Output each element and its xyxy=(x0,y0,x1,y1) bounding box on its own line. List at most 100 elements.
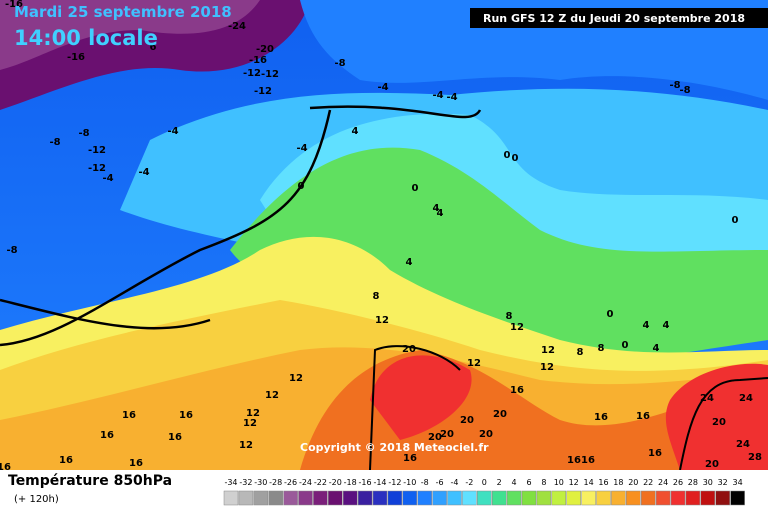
legend-tick: -4 xyxy=(451,478,459,487)
legend-swatch xyxy=(715,490,730,506)
legend-tick: -20 xyxy=(329,478,342,487)
legend-tick: 32 xyxy=(718,478,728,487)
contour-label: 12 xyxy=(540,362,554,373)
contour-label: -8 xyxy=(669,80,680,91)
contour-label: 16 xyxy=(0,462,11,473)
contour-label: 12 xyxy=(541,345,555,356)
legend-swatch xyxy=(581,490,596,506)
contour-label: 4 xyxy=(433,203,440,214)
legend-tick: -28 xyxy=(269,478,282,487)
date: Mardi 25 septembre 2018 xyxy=(14,3,232,21)
contour-label: 20 xyxy=(712,417,726,428)
contour-label: -12 xyxy=(254,86,272,97)
legend-swatch xyxy=(417,490,432,506)
contour-label: -4 xyxy=(432,90,443,101)
contour-label: 4 xyxy=(643,320,650,331)
legend-swatch xyxy=(551,490,567,506)
contour-label: -12 xyxy=(88,145,106,156)
legend-tick: 6 xyxy=(526,478,531,487)
legend-tick: -16 xyxy=(359,478,372,487)
contour-label: 0 xyxy=(298,181,305,192)
contour-label: 16 xyxy=(567,455,581,466)
contour-label: -4 xyxy=(167,126,178,137)
contour-label: -4 xyxy=(296,143,307,154)
contour-label: 4 xyxy=(437,208,444,219)
legend-tick: -14 xyxy=(373,478,386,487)
legend-swatch xyxy=(238,490,254,506)
contour-label: -16 xyxy=(5,0,23,10)
legend-tick: 12 xyxy=(569,478,579,487)
contour-label: 8 xyxy=(373,291,380,302)
contour-label: 24 xyxy=(700,393,714,404)
contour-label: 4 xyxy=(653,343,660,354)
contour-label: -12 xyxy=(243,68,261,79)
legend-tick: 16 xyxy=(598,478,608,487)
contour-label: 20 xyxy=(493,409,507,420)
legend-swatch xyxy=(253,490,269,506)
footer-title: Température 850hPa xyxy=(8,473,172,489)
legend-swatch xyxy=(491,490,507,506)
legend-tick: 34 xyxy=(733,478,743,487)
run-box xyxy=(470,8,768,28)
contour-label: 16 xyxy=(403,453,417,464)
footer-lead: (+ 120h) xyxy=(14,494,59,505)
contour-label: 4 xyxy=(663,320,670,331)
contour-label: -8 xyxy=(679,85,690,96)
legend-swatch xyxy=(342,490,358,506)
legend-swatch xyxy=(700,490,716,506)
contour-label: 20 xyxy=(428,432,442,443)
contour-label: -16 xyxy=(249,55,267,66)
legend-tick: -18 xyxy=(344,478,357,487)
contour-label: 0 xyxy=(412,183,419,194)
legend-swatch xyxy=(670,490,686,506)
legend-tick: 20 xyxy=(628,478,638,487)
contour-label: -8 xyxy=(6,245,17,256)
contour-label: -20 xyxy=(256,44,274,55)
contour-label: -12 xyxy=(261,69,279,80)
legend-tick: -8 xyxy=(421,478,429,487)
contour-label: 16 xyxy=(510,385,524,396)
legend-swatch xyxy=(626,490,641,506)
contour-label: 0 xyxy=(512,153,519,164)
contour-label: -4 xyxy=(138,167,149,178)
contour-label: 12 xyxy=(246,408,260,419)
legend-swatch xyxy=(596,490,611,506)
copyright: Copyright © 2018 Meteociel.fr xyxy=(300,441,489,454)
contour-label: 16 xyxy=(636,411,650,422)
legend-swatch xyxy=(506,490,522,506)
contour-label: 12 xyxy=(239,440,253,451)
legend-swatch xyxy=(477,490,492,506)
legend-tick: -24 xyxy=(299,478,312,487)
contour-label: 28 xyxy=(748,452,762,463)
legend-tick: 2 xyxy=(497,478,502,487)
contour-label: -24 xyxy=(228,21,246,32)
contour-label: 12 xyxy=(510,322,524,333)
contour-label: 16 xyxy=(648,448,662,459)
legend-tick: -12 xyxy=(388,478,401,487)
legend-tick: -10 xyxy=(403,478,416,487)
contour-label: 16 xyxy=(129,458,143,469)
legend-swatch xyxy=(223,490,239,506)
contour-label: -8 xyxy=(334,58,345,69)
legend-tick: -26 xyxy=(284,478,297,487)
contour-label: 8 xyxy=(506,311,513,322)
contour-label: 0 xyxy=(504,150,511,161)
legend-tick: -22 xyxy=(314,478,327,487)
contour-label: 20 xyxy=(479,429,493,440)
temperature-field xyxy=(0,0,768,471)
contour-label: 16 xyxy=(100,430,114,441)
legend-swatch xyxy=(268,490,283,506)
contour-label: 8 xyxy=(598,343,605,354)
legend-tick: -34 xyxy=(224,478,237,487)
time: 14:00 locale xyxy=(14,26,158,50)
legend: -34 -32 -30 -28 -26 -24 -22 -20 -18 -16 -14 -12 -10-… xyxy=(223,478,745,506)
contour-label: 16 xyxy=(581,455,595,466)
contour-label: -8 xyxy=(49,137,60,148)
legend-swatch xyxy=(313,490,328,506)
contour-label: 24 xyxy=(736,439,750,450)
legend-swatch xyxy=(462,490,477,506)
legend-swatch xyxy=(640,490,656,506)
legend-swatch xyxy=(611,490,626,506)
contour-label: 0 xyxy=(607,309,614,320)
legend-tick: -30 xyxy=(254,478,267,487)
